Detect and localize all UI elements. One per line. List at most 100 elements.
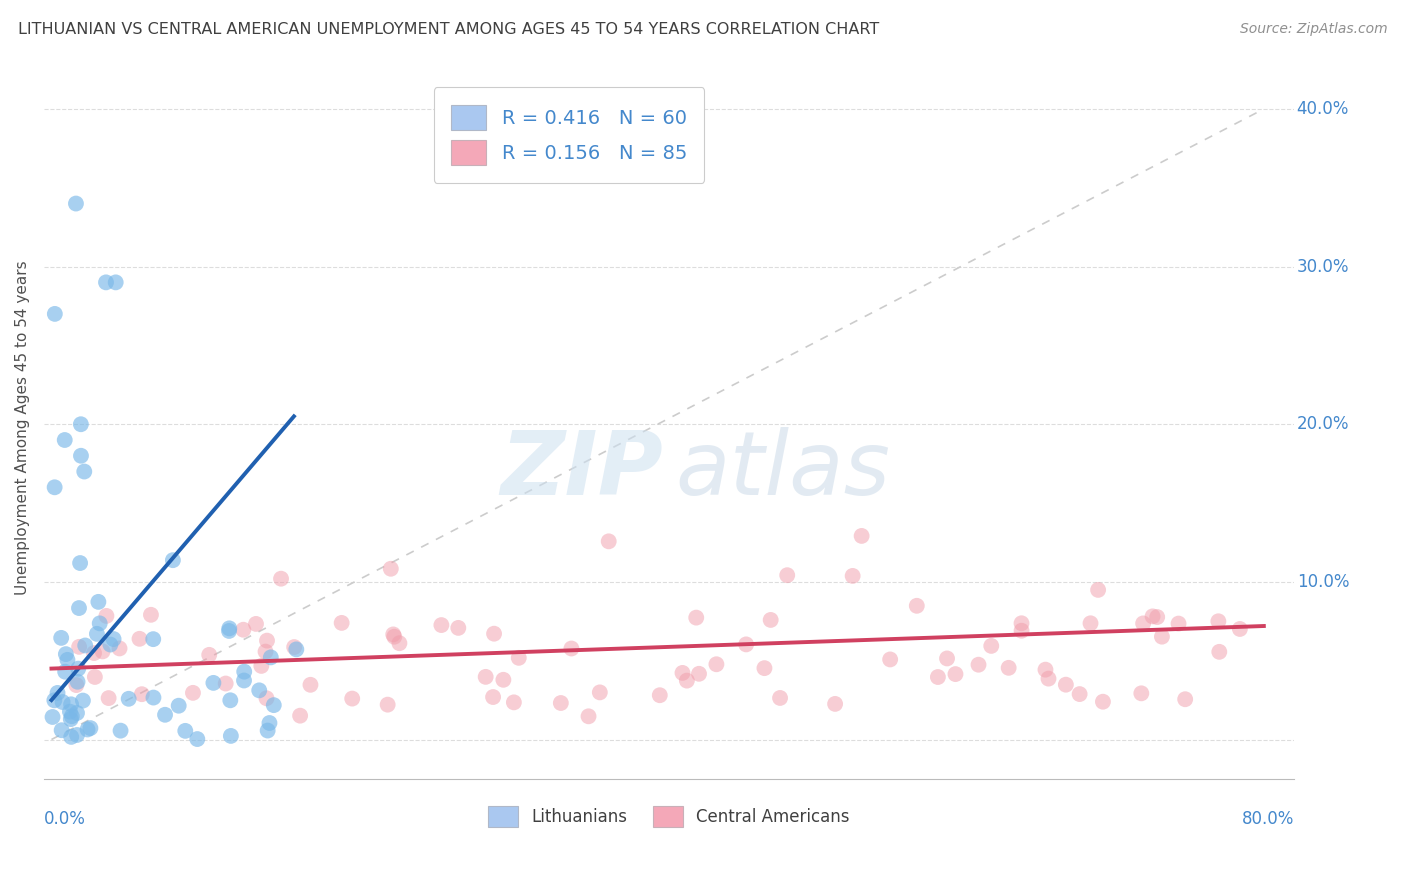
Point bbox=[69, 556, 91, 570]
Point bbox=[263, 698, 285, 713]
Point bbox=[492, 673, 515, 687]
Point bbox=[502, 695, 524, 709]
Point bbox=[72, 693, 94, 707]
Point bbox=[430, 618, 453, 632]
Point bbox=[769, 690, 792, 705]
Point bbox=[1150, 630, 1173, 644]
Text: 20.0%: 20.0% bbox=[1296, 416, 1350, 434]
Point bbox=[89, 616, 111, 631]
Point bbox=[841, 569, 863, 583]
Point bbox=[967, 657, 990, 672]
Point bbox=[70, 449, 93, 463]
Point bbox=[67, 640, 90, 654]
Point bbox=[1054, 678, 1077, 692]
Point bbox=[83, 646, 105, 660]
Point bbox=[66, 674, 89, 689]
Text: 80.0%: 80.0% bbox=[1241, 811, 1294, 829]
Point bbox=[482, 690, 505, 704]
Point bbox=[186, 732, 208, 747]
Point bbox=[98, 638, 121, 652]
Point bbox=[1167, 616, 1189, 631]
Point bbox=[482, 626, 505, 640]
Point bbox=[65, 678, 87, 692]
Point bbox=[128, 632, 150, 646]
Point bbox=[103, 632, 125, 646]
Point bbox=[1208, 615, 1230, 629]
Point bbox=[94, 276, 117, 290]
Point bbox=[260, 650, 283, 665]
Point bbox=[79, 721, 101, 735]
Point bbox=[1174, 692, 1197, 706]
Point bbox=[776, 568, 799, 582]
Point bbox=[67, 601, 90, 615]
Point bbox=[247, 683, 270, 698]
Point bbox=[936, 651, 959, 665]
Point bbox=[1229, 622, 1251, 636]
Point bbox=[44, 693, 66, 707]
Point bbox=[219, 693, 242, 707]
Point bbox=[44, 480, 66, 494]
Point bbox=[167, 698, 190, 713]
Point bbox=[927, 670, 949, 684]
Point bbox=[104, 276, 127, 290]
Point bbox=[560, 641, 582, 656]
Point bbox=[671, 665, 693, 680]
Point bbox=[60, 698, 83, 712]
Point bbox=[1146, 610, 1168, 624]
Point bbox=[382, 627, 405, 641]
Point bbox=[162, 553, 184, 567]
Point bbox=[118, 691, 141, 706]
Point bbox=[1091, 695, 1114, 709]
Point bbox=[75, 639, 97, 653]
Point bbox=[59, 705, 82, 719]
Point bbox=[181, 686, 204, 700]
Point bbox=[285, 642, 308, 657]
Point bbox=[245, 616, 267, 631]
Point bbox=[60, 730, 83, 744]
Point bbox=[73, 465, 96, 479]
Point bbox=[250, 659, 273, 673]
Text: ZIP: ZIP bbox=[501, 426, 662, 514]
Point bbox=[219, 729, 242, 743]
Point bbox=[86, 627, 108, 641]
Point bbox=[1069, 687, 1091, 701]
Y-axis label: Unemployment Among Ages 45 to 54 years: Unemployment Among Ages 45 to 54 years bbox=[15, 260, 30, 596]
Point bbox=[1011, 624, 1033, 638]
Point bbox=[256, 691, 278, 706]
Point bbox=[215, 676, 238, 690]
Point bbox=[83, 670, 105, 684]
Point bbox=[259, 716, 281, 731]
Point bbox=[139, 607, 162, 622]
Point bbox=[110, 723, 132, 738]
Point bbox=[735, 637, 758, 651]
Point bbox=[142, 690, 165, 705]
Point bbox=[218, 624, 240, 638]
Point bbox=[60, 709, 83, 723]
Point bbox=[508, 650, 530, 665]
Text: 0.0%: 0.0% bbox=[44, 811, 86, 829]
Point bbox=[174, 723, 197, 738]
Point bbox=[824, 697, 846, 711]
Point bbox=[1011, 616, 1033, 631]
Point bbox=[945, 667, 967, 681]
Point bbox=[382, 630, 405, 644]
Text: 30.0%: 30.0% bbox=[1296, 258, 1350, 276]
Point bbox=[578, 709, 600, 723]
Point bbox=[53, 665, 76, 679]
Point bbox=[87, 595, 110, 609]
Text: Source: ZipAtlas.com: Source: ZipAtlas.com bbox=[1240, 22, 1388, 37]
Point bbox=[44, 307, 66, 321]
Point bbox=[377, 698, 399, 712]
Point bbox=[388, 636, 411, 650]
Point bbox=[676, 673, 699, 688]
Point bbox=[754, 661, 776, 675]
Point bbox=[980, 639, 1002, 653]
Text: atlas: atlas bbox=[675, 427, 890, 513]
Point bbox=[256, 723, 278, 738]
Point bbox=[474, 670, 496, 684]
Point bbox=[65, 196, 87, 211]
Text: 40.0%: 40.0% bbox=[1296, 100, 1348, 118]
Point bbox=[51, 631, 73, 645]
Point bbox=[1080, 616, 1102, 631]
Point bbox=[218, 621, 240, 635]
